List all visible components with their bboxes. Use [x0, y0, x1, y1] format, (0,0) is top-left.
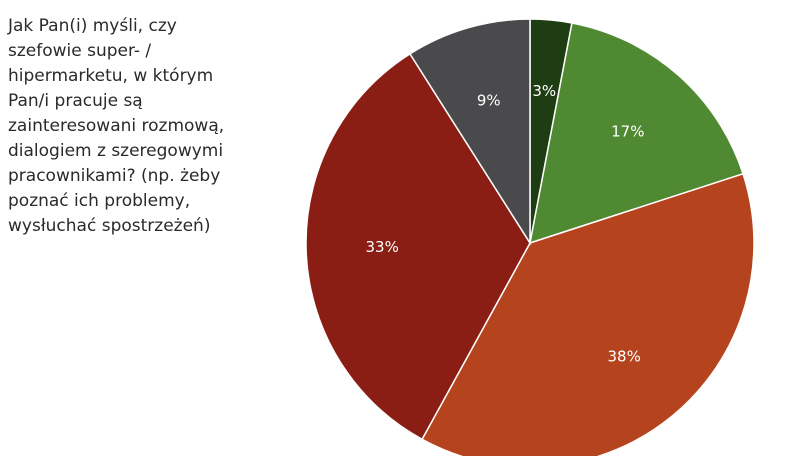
pie-labels: 3% 17% 38% 33% 9%	[366, 82, 645, 365]
pie-slice	[529, 22, 744, 245]
chart-title: Jak Pan(i) myśli, czy szefowie super- / …	[8, 16, 225, 236]
pie-slice-label: 38%	[608, 347, 641, 365]
pie-slice	[408, 18, 531, 246]
pie-slice	[421, 172, 755, 456]
pie-slice-label: 9%	[477, 92, 501, 110]
pie-slices	[305, 18, 755, 456]
pie-slice-label: 33%	[366, 238, 399, 256]
pie-slice	[305, 52, 531, 441]
pie-slice-label: 3%	[532, 82, 556, 100]
pie-slice-label: 17%	[611, 123, 644, 141]
